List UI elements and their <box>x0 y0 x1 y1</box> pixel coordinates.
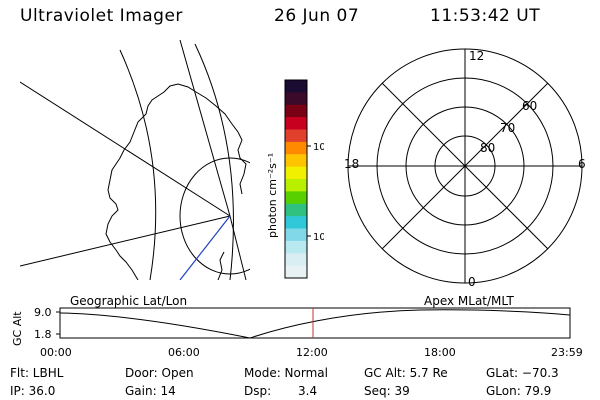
status-door: Door: Open <box>125 366 194 380</box>
colorbar-unit-label: photon cm⁻²s⁻¹ <box>266 153 279 238</box>
time-label: 11:53:42 UT <box>430 6 541 26</box>
altitude-xtick-1800: 18:00 <box>424 346 456 359</box>
colorbar-segment <box>285 154 307 168</box>
mlt-label-6: 6 <box>578 157 586 171</box>
altitude-xtick-2359: 23:59 <box>551 346 583 359</box>
polar-mlat-mlt-plot: 12 18 6 0 60 70 80 <box>344 48 586 288</box>
colorbar-segment <box>285 265 307 279</box>
altitude-curve <box>59 309 571 339</box>
instrument-title: Ultraviolet Imager <box>20 6 183 26</box>
colorbar-segment <box>285 80 307 93</box>
colorbar-tick-100: 100 <box>313 142 324 153</box>
altitude-ytick-high: 9.0 <box>34 306 52 319</box>
lat-label-60: 60 <box>522 99 537 113</box>
colorbar-segment <box>285 179 307 192</box>
colorbar-segment <box>285 92 307 106</box>
lat-label-80: 80 <box>480 141 495 155</box>
geographic-label: Geographic Lat/Lon <box>70 294 188 308</box>
colorbar-segment <box>285 141 307 155</box>
coastline <box>105 83 233 280</box>
meridian-line <box>179 40 231 217</box>
latitude-circle <box>179 157 250 275</box>
colorbar-segment <box>285 166 307 180</box>
status-mode: Mode: Normal <box>244 366 328 380</box>
latitude-arc <box>194 43 234 280</box>
colorbar-segment <box>285 129 307 143</box>
colorbar-segment <box>285 253 307 267</box>
colorbar-tick-10: 10 <box>313 232 324 243</box>
polar-diagonal <box>381 82 549 250</box>
mlt-label-18: 18 <box>344 157 359 171</box>
status-seq: Seq: 39 <box>364 384 410 398</box>
status-flt: Flt: LBHL <box>10 366 64 380</box>
colorbar-segment <box>285 216 307 230</box>
mlt-label-12: 12 <box>469 49 484 63</box>
status-glat: GLat: −70.3 <box>486 366 559 380</box>
altitude-xtick-1200: 12:00 <box>296 346 328 359</box>
colorbar-segment <box>285 240 307 254</box>
mlt-label-0: 0 <box>468 275 476 288</box>
status-ip: IP: 36.0 <box>10 384 56 398</box>
altitude-frame <box>59 307 571 339</box>
colorbar-segment <box>285 203 307 217</box>
status-dsp-label: Dsp: <box>244 384 272 398</box>
colorbar-segment <box>285 191 307 205</box>
lat-label-70: 70 <box>500 121 515 135</box>
status-glon: GLon: 79.9 <box>486 384 552 398</box>
altitude-ylabel: GC Alt <box>11 311 24 346</box>
coastline <box>231 123 247 195</box>
date-label: 26 Jun 07 <box>274 6 360 26</box>
altitude-plot: GC Alt 9.0 1.8 00:00 06:00 12:00 18:00 2… <box>11 306 583 359</box>
coastline <box>217 251 225 280</box>
colorbar-segment <box>285 117 307 131</box>
colorbar-segment <box>285 104 307 118</box>
apex-label: Apex MLat/MLT <box>424 294 514 308</box>
colorbar: 100 10 photon cm⁻²s⁻¹ <box>266 79 324 279</box>
status-gc-alt: GC Alt: 5.7 Re <box>364 366 448 380</box>
status-dsp-value: 3.4 <box>298 384 318 398</box>
meridian-line <box>20 215 231 267</box>
geographic-map <box>20 40 250 280</box>
orbit-track <box>179 215 231 280</box>
latitude-arc <box>119 49 157 280</box>
altitude-xtick-0000: 00:00 <box>40 346 72 359</box>
meridian-line <box>229 215 247 280</box>
altitude-xtick-0600: 06:00 <box>168 346 200 359</box>
colorbar-segment <box>285 228 307 242</box>
altitude-ytick-low: 1.8 <box>34 328 52 341</box>
status-gain: Gain: 14 <box>125 384 176 398</box>
